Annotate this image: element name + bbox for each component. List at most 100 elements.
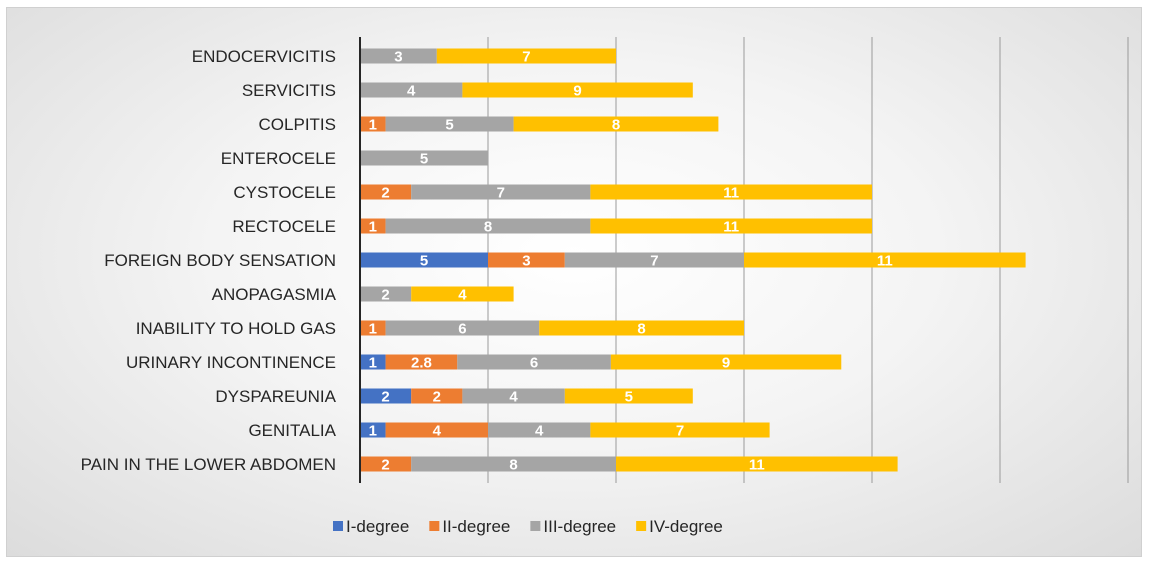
bar-i-degree-9 xyxy=(360,354,386,370)
data-label: 1 xyxy=(369,321,377,338)
bar-iv-degree-10 xyxy=(564,388,693,404)
data-label: 1 xyxy=(369,423,377,440)
bar-iv-degree-8 xyxy=(539,320,744,336)
category-label: ANOPAGASMIA xyxy=(212,285,337,304)
bar-iii-degree-10 xyxy=(462,388,565,404)
data-label: 2 xyxy=(433,389,441,406)
category-label: ENTEROCELE xyxy=(221,149,336,168)
bar-iv-degree-12 xyxy=(616,456,898,472)
bar-iv-degree-2 xyxy=(513,116,719,132)
data-label: 6 xyxy=(458,321,466,338)
bar-iii-degree-11 xyxy=(488,422,591,438)
data-label: 5 xyxy=(445,117,453,134)
bar-iii-degree-8 xyxy=(385,320,540,336)
legend-swatch xyxy=(530,521,541,531)
category-label: URINARY INCONTINENCE xyxy=(126,353,336,372)
data-label: 8 xyxy=(612,117,620,134)
legend: I-degree II-degree III-degree IV-degree xyxy=(333,517,723,536)
category-label: FOREIGN BODY SENSATION xyxy=(104,251,336,270)
category-label: PAIN IN THE LOWER ABDOMEN xyxy=(81,455,336,474)
data-label: 3 xyxy=(394,49,402,66)
data-label: 4 xyxy=(509,389,518,406)
data-label: 2 xyxy=(381,457,389,474)
bar-iii-degree-3 xyxy=(360,150,488,166)
data-label: 4 xyxy=(433,423,442,440)
bar-ii-degree-11 xyxy=(385,422,488,438)
bar-iii-degree-6 xyxy=(564,252,744,268)
bars: 3 74 91 5 852 7 111 8 115 3 7 112 41 6 81 2.8 6 92 2 4 51 4 4 7… xyxy=(360,48,1026,474)
data-label: 1 xyxy=(369,219,377,236)
data-label: 5 xyxy=(625,389,633,406)
category-label: CYSTOCELE xyxy=(233,183,336,202)
legend-swatch xyxy=(429,521,440,531)
category-label: RECTOCELE xyxy=(232,217,336,236)
bar-ii-degree-9 xyxy=(385,354,458,370)
bar-ii-degree-4 xyxy=(360,184,412,200)
data-label: 11 xyxy=(749,457,765,474)
data-label: 2 xyxy=(381,287,389,304)
data-label: 5 xyxy=(420,151,428,168)
data-label: 5 xyxy=(420,253,428,270)
bar-iv-degree-5 xyxy=(590,218,872,234)
data-label: 9 xyxy=(573,83,581,100)
legend-label: IV-degree xyxy=(649,517,723,536)
bar-i-degree-11 xyxy=(360,422,386,438)
data-label: 3 xyxy=(522,253,530,270)
bar-ii-degree-6 xyxy=(488,252,565,268)
data-label: 1 xyxy=(369,355,377,372)
data-label: 8 xyxy=(509,457,517,474)
legend-swatch xyxy=(636,521,647,531)
category-label: INABILITY TO HOLD GAS xyxy=(136,319,336,338)
bar-iii-degree-9 xyxy=(457,354,611,370)
bar-iii-degree-0 xyxy=(360,48,437,64)
bar-iv-degree-7 xyxy=(411,286,514,302)
category-label: ENDOCERVICITIS xyxy=(192,47,336,66)
category-label: COLPITIS xyxy=(259,115,336,134)
data-label: 7 xyxy=(676,423,684,440)
category-label: SERVICITIS xyxy=(242,81,336,100)
category-labels: ENDOCERVICITIS SERVICITIS COLPITIS ENTEROCE… xyxy=(81,47,337,474)
data-label: 6 xyxy=(530,355,538,372)
data-label: 9 xyxy=(722,355,730,372)
bar-iv-degree-1 xyxy=(462,82,693,98)
data-label: 8 xyxy=(484,219,492,236)
data-label: 8 xyxy=(637,321,645,338)
data-label: 7 xyxy=(650,253,658,270)
data-label: 11 xyxy=(723,219,739,236)
bar-iii-degree-1 xyxy=(360,82,463,98)
data-label: 1 xyxy=(369,117,377,134)
data-label: 11 xyxy=(877,253,893,270)
bar-iv-degree-4 xyxy=(590,184,872,200)
bar-iv-degree-6 xyxy=(744,252,1026,268)
bar-ii-degree-2 xyxy=(360,116,386,132)
legend-label: III-degree xyxy=(543,517,616,536)
bar-iii-degree-12 xyxy=(411,456,616,472)
data-label: 2 xyxy=(381,185,389,202)
bar-iii-degree-2 xyxy=(385,116,514,132)
data-label: 7 xyxy=(522,49,530,66)
bar-iv-degree-0 xyxy=(436,48,616,64)
bar-iii-degree-4 xyxy=(411,184,591,200)
bar-i-degree-10 xyxy=(360,388,412,404)
bar-iii-degree-5 xyxy=(385,218,591,234)
category-label: GENITALIA xyxy=(248,421,336,440)
bar-ii-degree-5 xyxy=(360,218,386,234)
bar-iv-degree-9 xyxy=(610,354,842,370)
bar-ii-degree-12 xyxy=(360,456,412,472)
bar-i-degree-6 xyxy=(360,252,488,268)
category-label: DYSPAREUNIA xyxy=(215,387,336,406)
data-label: 2 xyxy=(381,389,389,406)
data-label: 11 xyxy=(723,185,739,202)
data-label: 2.8 xyxy=(411,355,432,372)
data-label: 4 xyxy=(535,423,544,440)
bar-ii-degree-8 xyxy=(360,320,386,336)
data-label: 4 xyxy=(407,83,416,100)
bar-iv-degree-11 xyxy=(590,422,770,438)
legend-label: II-degree xyxy=(442,517,510,536)
bar-ii-degree-10 xyxy=(411,388,463,404)
legend-label: I-degree xyxy=(346,517,409,536)
data-label: 7 xyxy=(497,185,505,202)
legend-swatch xyxy=(333,521,343,531)
data-label: 4 xyxy=(458,287,467,304)
